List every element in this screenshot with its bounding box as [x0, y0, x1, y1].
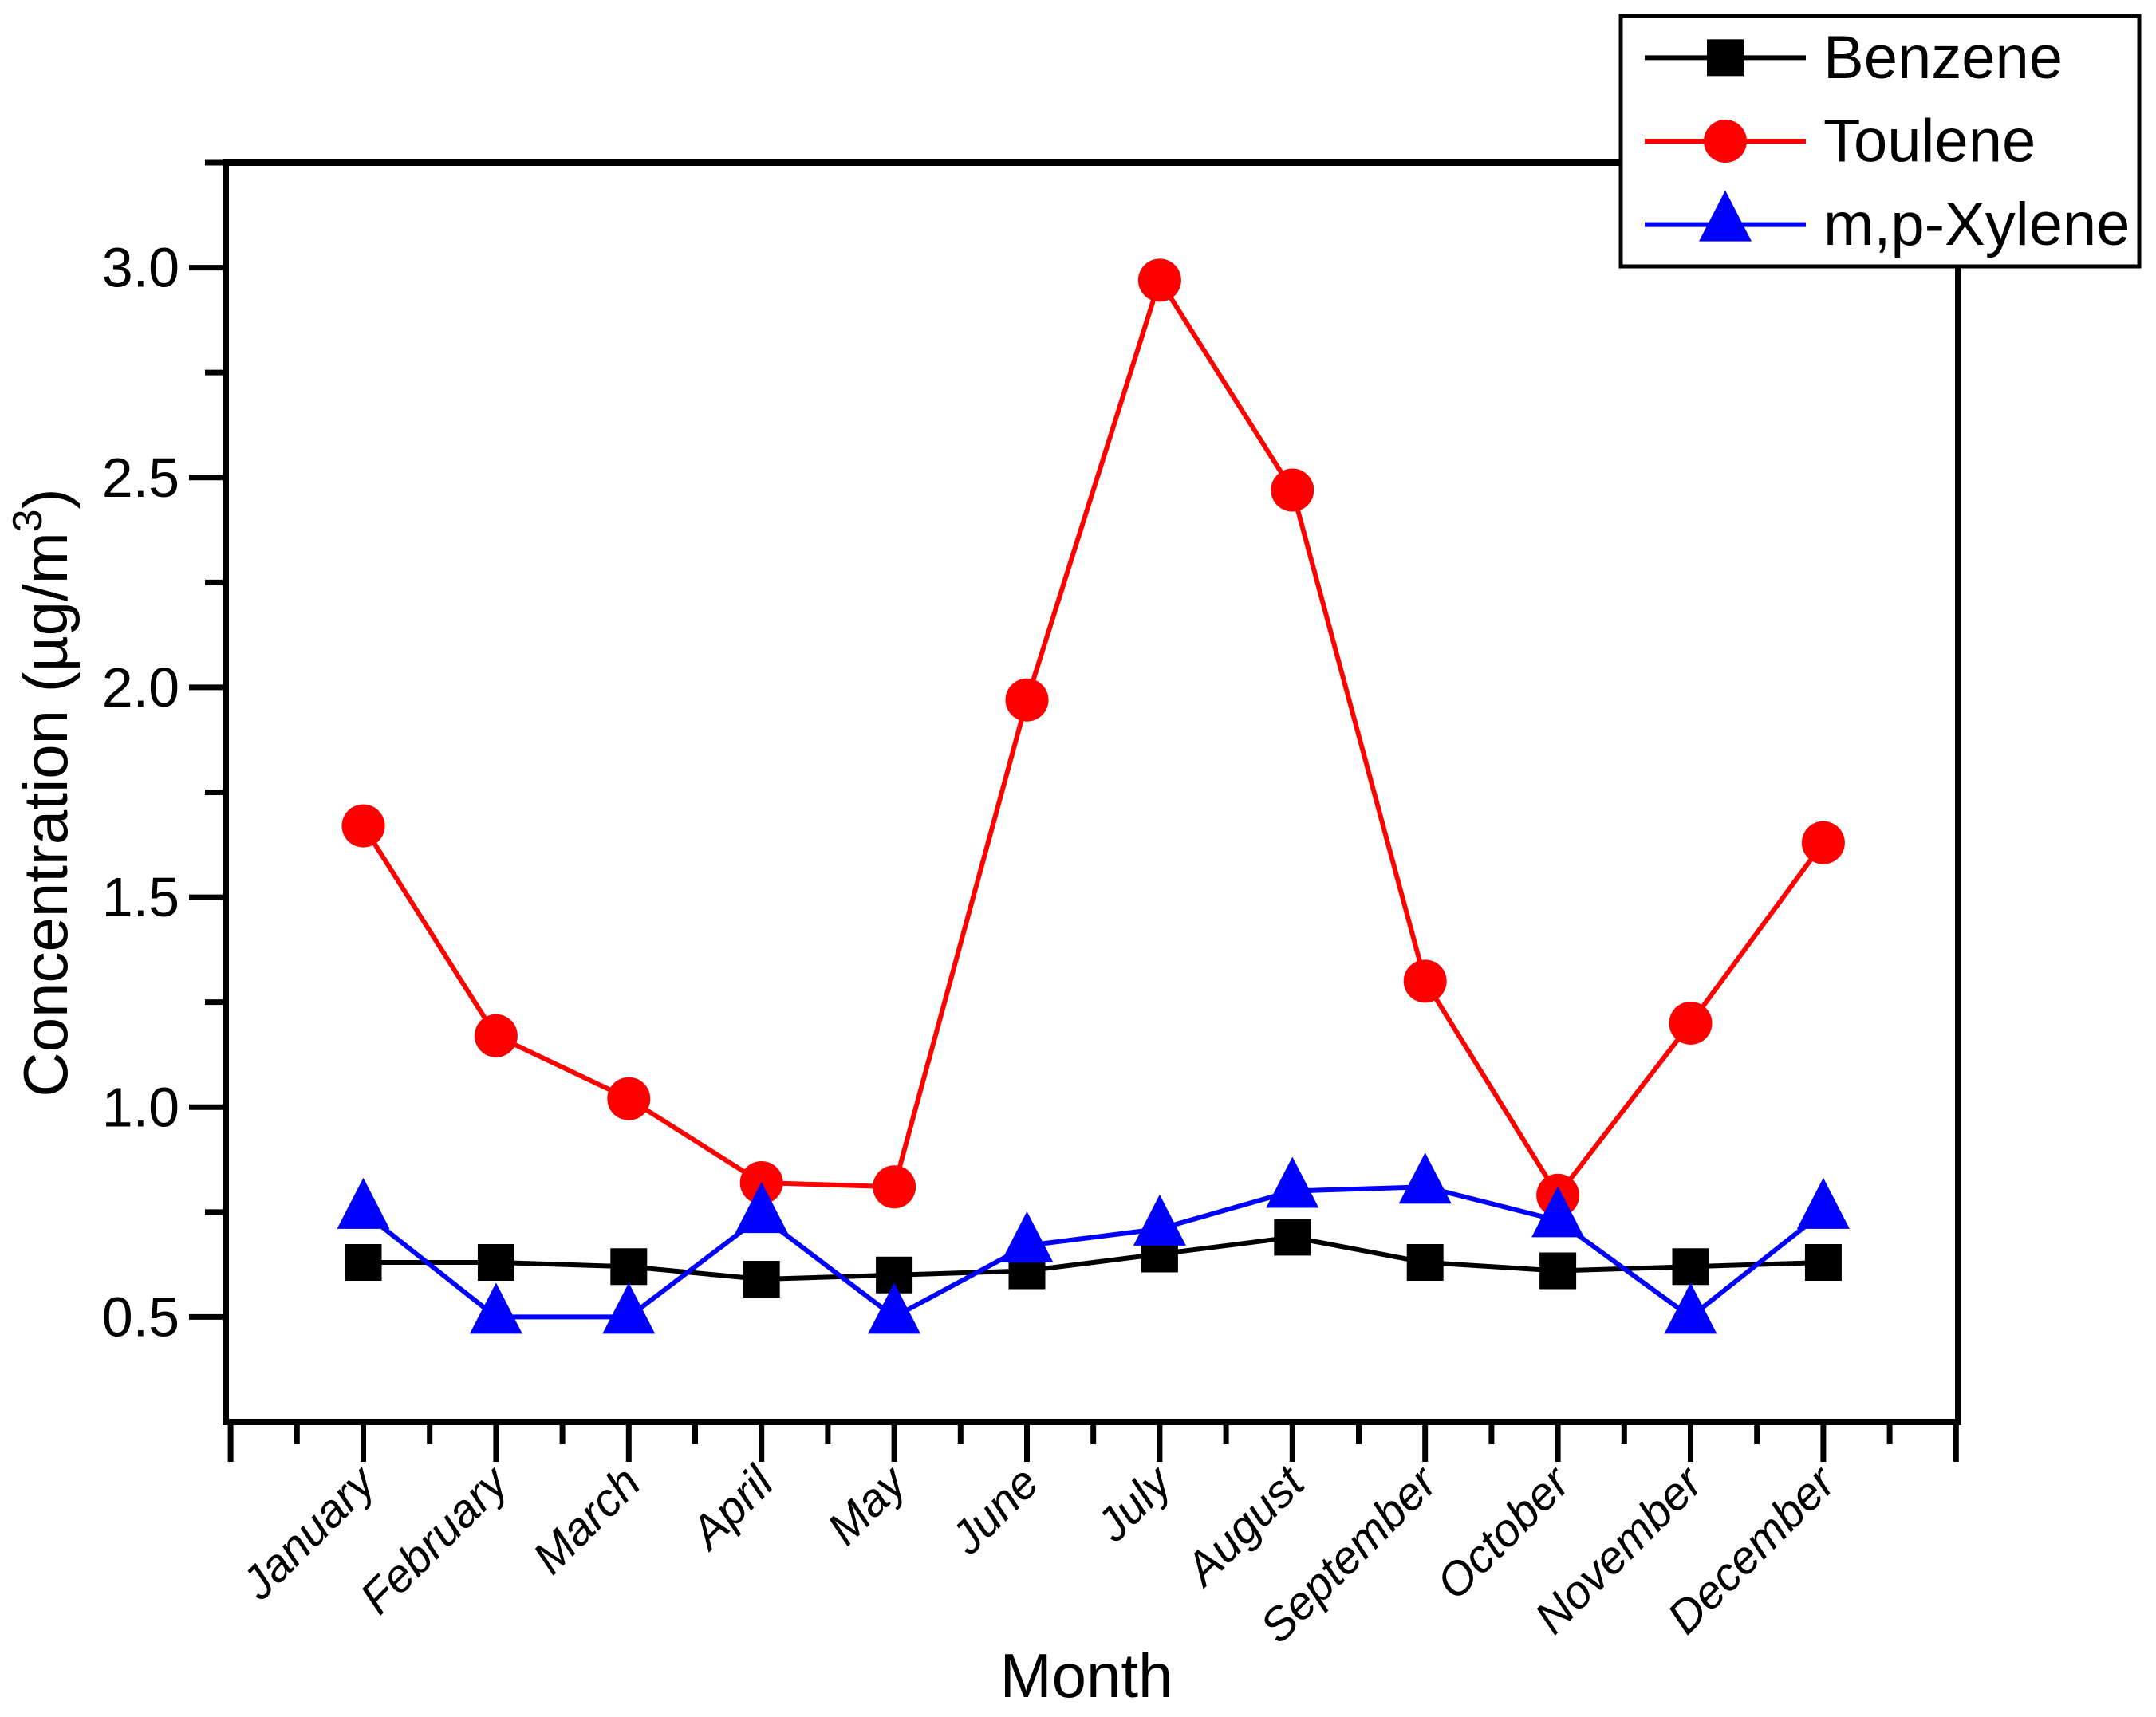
x-axis-title: Month [1000, 1640, 1173, 1711]
x-axis-tick-label: May [818, 1455, 918, 1555]
benzene-marker [610, 1248, 648, 1286]
m-p-xylene-marker [469, 1282, 522, 1334]
plot-frame-layer [223, 159, 1961, 1425]
m-p-xylene-marker [1133, 1194, 1186, 1246]
m-p-xylene-marker [735, 1182, 788, 1234]
toulene-marker [873, 1165, 916, 1209]
benzene-marker [743, 1261, 780, 1298]
m-p-xylene-series [337, 1152, 1850, 1334]
m-p-xylene-marker [1531, 1186, 1585, 1238]
benzene-marker [1539, 1252, 1577, 1290]
toulene-marker [607, 1077, 651, 1120]
y-axis-title-close: ) [10, 488, 81, 509]
toulene-marker [1271, 468, 1314, 512]
legend-benzene-label: Benzene [1823, 24, 2063, 92]
m-p-xylene-marker [602, 1282, 656, 1334]
legend-toulene-label: Toulene [1823, 108, 2036, 175]
x-axis-tick-label: February [350, 1455, 519, 1624]
m-p-xylene-marker [1664, 1282, 1717, 1334]
benzene-marker [1804, 1243, 1842, 1281]
benzene-marker [1406, 1243, 1444, 1281]
m-p-xylene-marker [1398, 1152, 1452, 1204]
y-axis-tick-label: 3.0 [102, 237, 179, 299]
toulene-series [341, 258, 1845, 1217]
benzene-line [363, 1235, 1823, 1282]
y-axis-title-base: Concentration (µg/m [10, 532, 81, 1097]
m-p-xylene-marker [1000, 1211, 1054, 1262]
legend-m-p-xylene-marker [1699, 190, 1752, 242]
y-axis-tick-label: 1.5 [102, 866, 179, 928]
y-axis-tick-label: 2.0 [102, 656, 179, 719]
m-p-xylene-marker [1796, 1177, 1850, 1229]
y-axis-tick-label: 1.0 [102, 1076, 179, 1138]
y-axis-title: Concentration (µg/m3) [5, 488, 81, 1097]
benzene-marker [345, 1243, 382, 1281]
m-p-xylene-marker [337, 1177, 390, 1229]
benzene-marker [477, 1243, 514, 1281]
toulene-marker [474, 1014, 518, 1057]
x-axis-tick-label: July [1086, 1455, 1183, 1552]
m-p-xylene-marker [868, 1282, 921, 1334]
x-axis-tick-label: June [940, 1456, 1049, 1565]
m-p-xylene-marker [1266, 1156, 1319, 1208]
y-axis-tick-label: 0.5 [102, 1286, 179, 1348]
x-axis-tick-label: March [523, 1456, 651, 1584]
toulene-marker [1005, 678, 1049, 722]
series-layer [337, 258, 1850, 1334]
benzene-marker [1672, 1248, 1709, 1286]
plot-frame [223, 159, 1961, 1425]
legend-layer: Benzene Toulene m,p-Xylene [1618, 14, 2142, 269]
toulene-line [361, 274, 1826, 1200]
legend-benzene-marker [1707, 39, 1744, 77]
benzene-series [345, 1219, 1842, 1298]
legend-m-p-xylene-label: m,p-Xylene [1823, 191, 2130, 258]
y-axis-tick-label: 2.5 [102, 447, 179, 509]
toulene-marker [1669, 1001, 1713, 1045]
toulene-marker [1801, 821, 1845, 864]
toulene-marker [341, 804, 385, 848]
toulene-marker [1403, 959, 1447, 1003]
benzene-marker [1274, 1219, 1311, 1256]
m-p-xylene-line [361, 1184, 1825, 1321]
legend-toulene-marker [1704, 120, 1747, 163]
y-axis-title-superscript: 3 [5, 509, 51, 532]
toulene-marker [1137, 258, 1181, 302]
x-axis-tick-label: April [680, 1455, 785, 1561]
